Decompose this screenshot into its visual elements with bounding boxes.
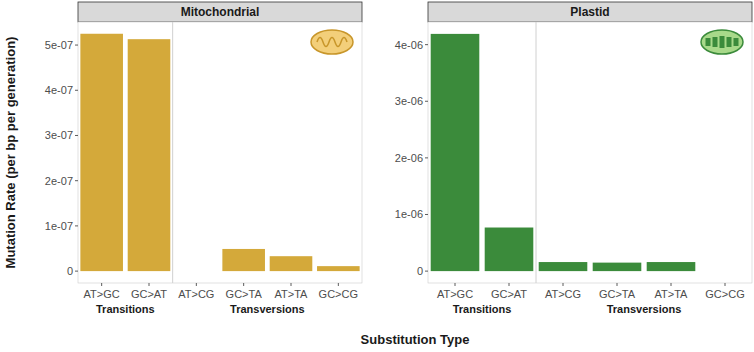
x-tick <box>617 283 618 286</box>
y-tick-label: 3e-06 <box>395 95 423 107</box>
x-tick-label: GC>AT <box>491 288 527 300</box>
group-label: Transversions <box>607 303 682 315</box>
strip <box>428 2 752 22</box>
icon <box>317 38 347 47</box>
bar <box>485 228 534 272</box>
bar <box>647 262 696 271</box>
plot-area <box>78 22 362 283</box>
x-tick-label: AT>TA <box>655 288 689 300</box>
y-tick <box>425 101 428 102</box>
bar <box>593 263 642 271</box>
y-tick-label: 1e-07 <box>45 220 73 232</box>
bars <box>80 34 359 271</box>
icon <box>734 38 739 46</box>
group-separator <box>536 22 537 283</box>
x-tick-label: AT>TA <box>275 288 309 300</box>
y-tick-label: 0 <box>417 265 423 277</box>
y-tick-label: 4e-07 <box>45 84 73 96</box>
x-tick <box>101 283 102 286</box>
group-label: Transitions <box>96 303 155 315</box>
plot-area <box>428 22 752 283</box>
bar <box>539 262 588 271</box>
y-tick <box>75 45 78 46</box>
y-tick <box>75 90 78 91</box>
x-tick <box>725 283 726 286</box>
icon <box>706 38 711 46</box>
bar <box>80 34 123 271</box>
icon <box>311 30 353 54</box>
group-label: Transitions <box>453 303 512 315</box>
x-tick-label: AT>CG <box>178 288 214 300</box>
bar <box>317 266 360 271</box>
y-tick <box>75 271 78 272</box>
x-tick-label: GC>TA <box>599 288 636 300</box>
y-tick-label: 1e-06 <box>395 208 423 220</box>
group-separator <box>172 22 173 283</box>
x-tick <box>455 283 456 286</box>
panel: Plastid Transitions Transversions 0 1e-06 2e-… <box>395 2 752 315</box>
x-axis-title: Substitution Type <box>361 332 470 347</box>
y-tick <box>425 157 428 158</box>
y-axis-title: Mutation Rate (per bp per generation) <box>3 37 18 269</box>
x-tick <box>291 283 292 286</box>
y-tick-label: 3e-07 <box>45 129 73 141</box>
x-tick <box>563 283 564 286</box>
x-tick-label: AT>GC <box>84 288 120 300</box>
y-tick <box>425 214 428 215</box>
panel: Mitochondrial Transitions Transversions 0 1e… <box>45 2 362 315</box>
panel-title: Plastid <box>570 5 609 19</box>
y-tick-label: 2e-06 <box>395 152 423 164</box>
x-tick-label: GC>TA <box>226 288 263 300</box>
group-label: Transversions <box>230 303 305 315</box>
bar <box>701 271 750 272</box>
y-tick-label: 5e-07 <box>45 39 73 51</box>
strip <box>78 2 362 22</box>
y-tick-label: 0 <box>67 265 73 277</box>
y-tick <box>75 135 78 136</box>
y-tick <box>75 180 78 181</box>
x-tick <box>243 283 244 286</box>
y-tick-label: 2e-07 <box>45 175 73 187</box>
y-tick <box>75 225 78 226</box>
x-tick-label: GC>CG <box>705 288 744 300</box>
icon <box>713 37 718 47</box>
x-tick <box>671 283 672 286</box>
y-tick <box>425 271 428 272</box>
icon <box>727 37 732 47</box>
x-tick <box>338 283 339 286</box>
y-tick-label: 4e-06 <box>395 39 423 51</box>
x-tick <box>149 283 150 286</box>
y-tick <box>425 44 428 45</box>
bar <box>128 39 171 271</box>
bars <box>431 34 696 271</box>
x-tick <box>196 283 197 286</box>
bar <box>431 34 480 271</box>
bar <box>175 271 218 272</box>
panel-title: Mitochondrial <box>181 5 260 19</box>
x-tick <box>509 283 510 286</box>
x-tick-label: GC>AT <box>131 288 167 300</box>
bar <box>270 256 313 271</box>
icon <box>701 30 743 54</box>
x-tick-label: AT>CG <box>545 288 581 300</box>
x-tick-label: AT>GC <box>437 288 473 300</box>
bar <box>222 249 265 271</box>
chart: Mitochondrial Transitions Transversions 0 1e… <box>0 0 754 352</box>
icon <box>720 36 725 48</box>
x-tick-label: GC>CG <box>319 288 358 300</box>
